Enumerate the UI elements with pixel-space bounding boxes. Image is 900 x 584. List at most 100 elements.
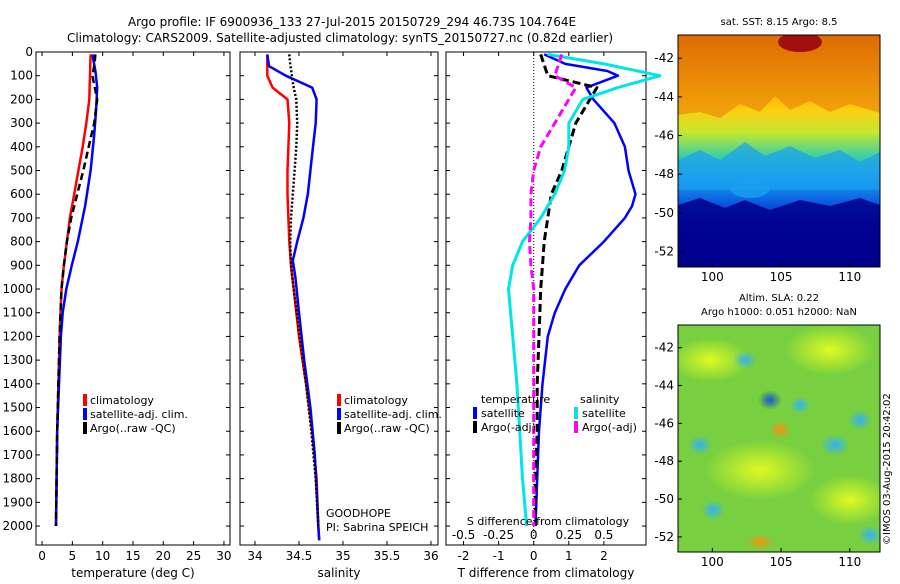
x-tick-label: 5 (69, 549, 77, 563)
y-tick-label: 400 (10, 140, 33, 154)
series-line-satellite (534, 53, 637, 527)
float-program-label: GOODHOPE (326, 507, 391, 520)
y-tick-label: 1300 (2, 353, 33, 367)
s-diff-tick-label: 0 (530, 528, 538, 542)
y-tick-label: 900 (10, 258, 33, 272)
legend-label-sal-argo: Argo(-adj) (582, 421, 637, 434)
plot-area-frame (239, 51, 439, 546)
sla-feature (678, 338, 750, 382)
legend-label-climatology: climatology (344, 394, 408, 407)
y-tick-label: 800 (10, 235, 33, 249)
map-y-tick-label: -44 (654, 379, 674, 393)
legend-label-argo: Argo(..raw -QC) (90, 422, 176, 435)
s-diff-tick-label: 0.5 (594, 528, 613, 542)
x-axis-label: salinity (317, 566, 360, 580)
sst-map-axes: 100 105 110 -42 -44 -46 -48 -50 -52 (654, 51, 861, 284)
y-tick-label: 200 (10, 92, 33, 106)
map-y-tick-label: -42 (654, 51, 674, 65)
map-y-tick-label: -50 (654, 206, 674, 220)
legend-swatch-satellite (337, 408, 341, 420)
legend-label-satellite: satellite-adj. clim. (90, 408, 188, 421)
y-tick-label: 1000 (2, 282, 33, 296)
y-tick-label: 300 (10, 116, 33, 130)
sst-map: sat. SST: 8.15 Argo: 8.5 (677, 17, 881, 268)
sla-feature (688, 435, 712, 455)
s-diff-tick-label: -0.5 (452, 528, 475, 542)
sla-feature (705, 440, 815, 500)
sla-map-axes: 100 105 110 -42 -44 -46 -48 -50 -52 (654, 341, 861, 569)
map-y-tick-label: -44 (654, 90, 674, 104)
s-diff-tick-label: 0.25 (555, 528, 582, 542)
map-y-tick-label: -52 (654, 530, 674, 544)
x-tick-label: 35 (335, 549, 350, 563)
legend-label-temp-satellite: satellite (481, 407, 525, 420)
map-x-tick-label: 105 (770, 270, 793, 284)
imos-credit: ©IMOS 03-Aug-2015 20:42:02 (882, 393, 893, 545)
figure-title-line1: Argo profile: IF 6900936_133 27-Jul-2015… (128, 15, 576, 29)
map-y-tick-label: -50 (654, 492, 674, 506)
sla-feature (758, 390, 782, 410)
x-tick-label: 1 (565, 549, 573, 563)
series-line-argo-raw-qc (288, 54, 320, 527)
sst-warm-band (678, 35, 880, 118)
x-tick-label: 25 (186, 549, 201, 563)
x-tick-label: 35.5 (374, 549, 401, 563)
salinity-legend: climatology satellite-adj. clim. Argo(..… (326, 394, 442, 534)
y-tick-label: 1500 (2, 401, 33, 415)
legend-label-temp-argo: Argo(-adj) (481, 421, 536, 434)
sla-feature (858, 525, 880, 545)
y-tick-label: 1100 (2, 306, 33, 320)
map-x-tick-label: 110 (838, 555, 861, 569)
difference-panel: -2 -1 0 1 2 -0.5 -0.25 0 0.25 0.5 T difference fro… (445, 51, 662, 580)
temperature-legend: climatology satellite-adj. clim. Argo(..… (83, 394, 188, 435)
sla-feature (790, 396, 810, 414)
map-y-tick-label: -52 (654, 245, 674, 259)
plot-area-frame (35, 51, 231, 546)
sla-feature (848, 410, 872, 430)
legend-swatch-climatology (83, 394, 87, 406)
map-x-tick-label: 100 (701, 270, 724, 284)
map-y-tick-label: -42 (654, 341, 674, 355)
y-tick-label: 1400 (2, 377, 33, 391)
y-tick-label: 700 (10, 211, 33, 225)
y-tick-label: 600 (10, 187, 33, 201)
sla-map-subtitle: Argo h1000: 0.051 h2000: NaN (701, 307, 857, 318)
salinity-panel: 34 34.5 35 35.5 36 salinity (239, 51, 439, 580)
series-line-satellite (507, 52, 662, 527)
sla-feature (746, 534, 774, 550)
y-tick-label: 1900 (2, 495, 33, 509)
x-tick-label: -1 (493, 549, 505, 563)
series-line-argo-adj (528, 53, 578, 526)
difference-legend: temperature salinity satellite Argo(-adj… (467, 393, 637, 528)
series-line-satellite-adj-clim (54, 54, 99, 527)
x-tick-label: 34 (247, 549, 262, 563)
x-tick-label: 20 (156, 549, 171, 563)
legend-swatch-satellite (83, 408, 87, 420)
sla-feature (769, 421, 791, 439)
y-tick-label: 1800 (2, 472, 33, 486)
sst-warm-spot (778, 35, 822, 52)
legend-swatch-temp-argo (473, 421, 477, 433)
x-axis-label: T difference from climatology (457, 566, 635, 580)
map-y-tick-label: -48 (654, 167, 674, 181)
y-tick-label: 500 (10, 164, 33, 178)
x-tick-label: -2 (458, 549, 470, 563)
s-difference-axis-label: S difference from climatology (467, 515, 630, 528)
legend-swatch-argo (83, 422, 87, 434)
x-tick-label: 2 (600, 549, 608, 563)
plot-area-frame (445, 51, 647, 546)
map-y-tick-label: -46 (654, 129, 674, 143)
x-tick-label: 0 (38, 549, 46, 563)
sla-feature (701, 500, 725, 520)
legend-swatch-climatology (337, 394, 341, 406)
legend-title-salinity: salinity (580, 393, 620, 406)
map-x-tick-label: 110 (838, 270, 861, 284)
legend-label-sal-satellite: satellite (582, 407, 626, 420)
legend-label-climatology: climatology (90, 394, 154, 407)
legend-swatch-temp-satellite (473, 407, 477, 419)
legend-title-temperature: temperature (481, 393, 550, 406)
sla-map-frame (677, 324, 881, 553)
x-tick-label: 34.5 (286, 549, 313, 563)
map-y-tick-label: -46 (654, 416, 674, 430)
